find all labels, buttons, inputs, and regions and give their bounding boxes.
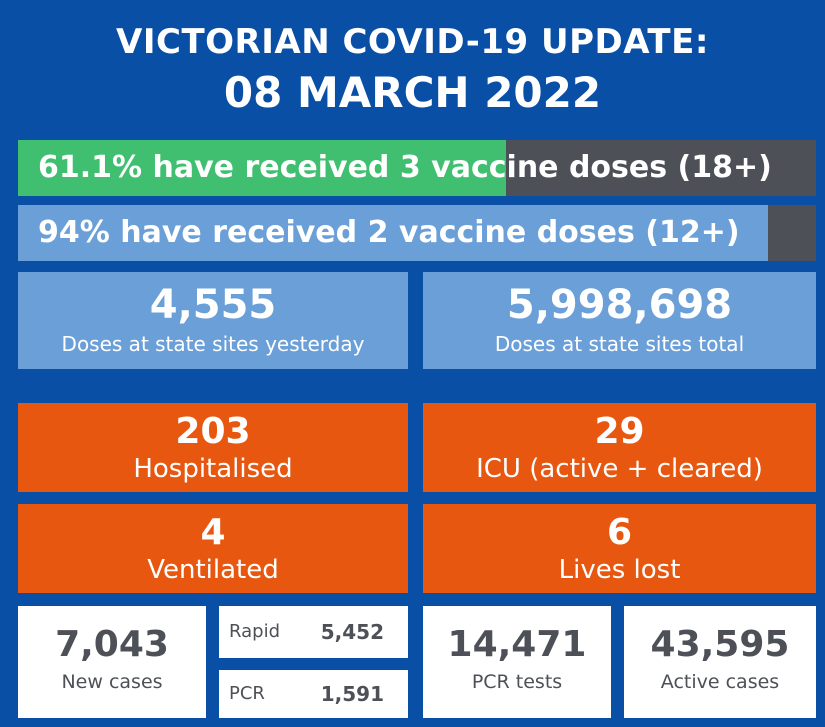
ventilated-value: 4 <box>200 512 226 553</box>
ventilated-card: 4 Ventilated <box>18 504 408 593</box>
lives-lost-value: 6 <box>606 512 633 553</box>
hospitalised-value: 203 <box>175 411 251 452</box>
rapid-tests-card: Rapid 5,452 <box>219 606 408 658</box>
doses-total-card: 5,998,698 Doses at state sites total <box>423 272 816 369</box>
title-line-1: VICTORIAN COVID-19 UPDATE: <box>116 22 709 62</box>
doses-total-value: 5,998,698 <box>506 282 733 328</box>
icu-value: 29 <box>594 411 645 452</box>
ventilated-label: Ventilated <box>147 555 279 585</box>
three-dose-text: 61.1% have received 3 vaccine doses (18+… <box>38 150 772 185</box>
rapid-label: Rapid <box>229 621 280 642</box>
pcr-results-card: PCR 1,591 <box>219 670 408 718</box>
lives-lost-card: 6 Lives lost <box>423 504 816 593</box>
two-dose-progress-bar: 94% have received 2 vaccine doses (12+) <box>18 205 816 261</box>
pcr-label: PCR <box>229 683 265 704</box>
pcr-tests-value: 14,471 <box>447 624 587 665</box>
doses-yesterday-value: 4,555 <box>149 282 277 328</box>
active-cases-value: 43,595 <box>650 624 790 665</box>
new-cases-label: New cases <box>61 671 163 693</box>
new-cases-card: 7,043 New cases <box>18 606 206 718</box>
pcr-tests-label: PCR tests <box>471 671 563 693</box>
lives-lost-label: Lives lost <box>558 555 681 585</box>
hospitalised-card: 203 Hospitalised <box>18 403 408 492</box>
doses-yesterday-label: Doses at state sites yesterday <box>61 332 365 356</box>
new-cases-value: 7,043 <box>55 624 169 665</box>
three-dose-progress-bar: 61.1% have received 3 vaccine doses (18+… <box>18 140 816 196</box>
hospitalised-label: Hospitalised <box>133 454 293 484</box>
active-cases-card: 43,595 Active cases <box>624 606 816 718</box>
three-dose-progress-fill <box>18 140 506 196</box>
rapid-value: 5,452 <box>320 620 384 644</box>
icu-card: 29 ICU (active + cleared) <box>423 403 816 492</box>
pcr-tests-card: 14,471 PCR tests <box>423 606 611 718</box>
title-date: 08 MARCH 2022 <box>223 68 602 117</box>
two-dose-progress-fill <box>18 205 769 261</box>
doses-total-label: Doses at state sites total <box>494 332 745 356</box>
icu-label: ICU (active + cleared) <box>476 454 763 484</box>
two-dose-text: 94% have received 2 vaccine doses (12+) <box>38 215 740 250</box>
pcr-value: 1,591 <box>320 682 384 706</box>
doses-yesterday-card: 4,555 Doses at state sites yesterday <box>18 272 408 369</box>
active-cases-label: Active cases <box>660 671 780 693</box>
